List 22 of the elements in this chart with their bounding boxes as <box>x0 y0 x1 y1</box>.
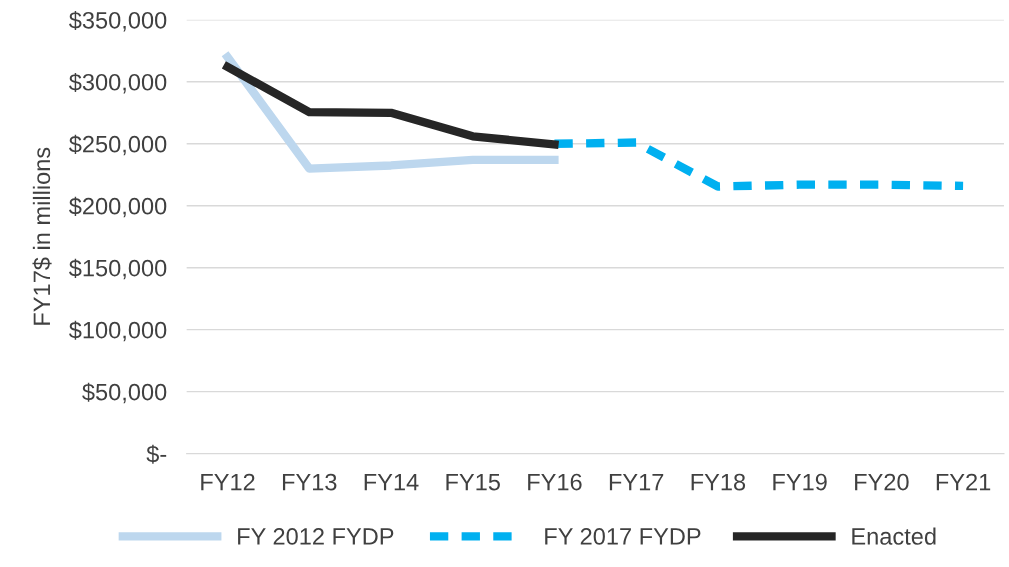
y-axis-title: FY17$ in millions <box>32 147 52 325</box>
x-tick-label: FY17 <box>609 473 664 491</box>
legend-label: FY 2012 FYDP <box>238 528 394 545</box>
x-tick-label: FY14 <box>364 473 419 491</box>
x-tick-label: FY12 <box>201 473 255 491</box>
x-tick-label: FY19 <box>773 473 827 491</box>
legend-label: Enacted <box>852 527 936 545</box>
y-tick-label: $250,000 <box>69 134 167 156</box>
y-tick-label: $150,000 <box>69 258 167 280</box>
x-tick-label: FY18 <box>691 473 746 491</box>
y-tick-label: $50,000 <box>82 382 167 404</box>
x-tick-label: FY15 <box>446 473 500 491</box>
y-tick-label: $- <box>146 444 167 464</box>
x-tick-label: FY20 <box>855 473 909 491</box>
y-tick-label: $300,000 <box>69 72 167 94</box>
y-tick-label: $200,000 <box>69 196 167 218</box>
x-tick-label: FY13 <box>282 473 337 491</box>
x-tick-label: FY16 <box>528 473 582 491</box>
y-tick-label: $100,000 <box>69 320 167 342</box>
legend-label: FY 2017 FYDP <box>545 528 701 545</box>
y-tick-label: $350,000 <box>69 10 167 32</box>
x-tick-label: FY21 <box>936 473 991 491</box>
